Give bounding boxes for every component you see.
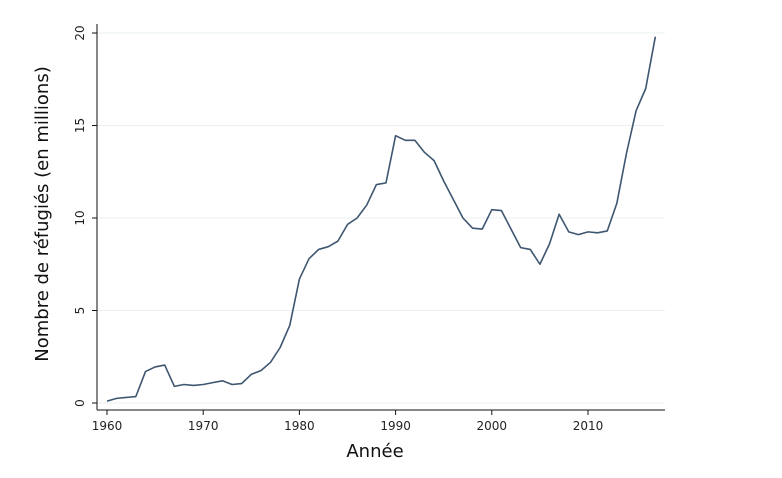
x-tick-label-1990: 1990 <box>380 419 411 433</box>
y-axis-title: Nombre de réfugiés (en millions) <box>32 66 53 361</box>
x-tick-label-2000: 2000 <box>477 419 508 433</box>
x-axis-ticks: 1960 1970 1980 1990 2000 2010 <box>92 410 604 433</box>
x-tick-label-2010: 2010 <box>573 419 604 433</box>
x-axis-title: Année <box>346 441 403 462</box>
x-tick-label-1980: 1980 <box>284 419 315 433</box>
y-tick-label-15: 15 <box>73 118 87 133</box>
x-tick-label-1960: 1960 <box>92 419 123 433</box>
grid-lines <box>97 32 665 404</box>
x-tick-label-1970: 1970 <box>188 419 219 433</box>
y-tick-label-20: 20 <box>73 25 87 40</box>
refugees-series-line <box>106 36 657 402</box>
y-tick-label-0: 0 <box>73 399 87 407</box>
y-tick-label-10: 10 <box>73 210 87 225</box>
y-tick-label-5: 5 <box>73 307 87 315</box>
y-axis-ticks: 0 5 10 15 20 <box>73 25 97 407</box>
